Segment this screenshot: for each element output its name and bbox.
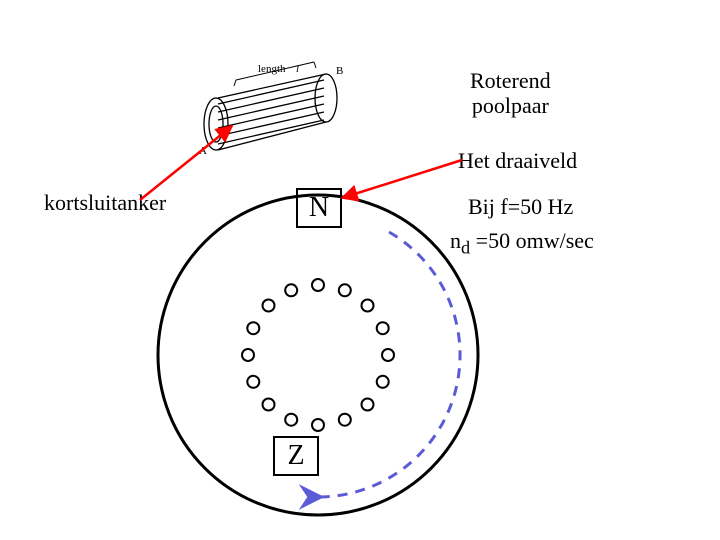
rotor-bar-dot	[247, 376, 259, 388]
rotor-bar-dot	[362, 399, 374, 411]
rotor-bar-dot	[263, 300, 275, 312]
rotor-bar-dot	[285, 284, 297, 296]
diagram-svg: length l A B	[0, 0, 720, 540]
rotor-bar-dot	[247, 322, 259, 334]
arrow-to-pole	[342, 160, 462, 198]
rotor-conductors	[242, 279, 394, 431]
cage-length-text: length	[258, 63, 286, 75]
rotor-bar-dot	[339, 284, 351, 296]
rotor-bar-dot	[382, 349, 394, 361]
rotor-bar-dot	[263, 399, 275, 411]
stator-circle	[158, 195, 478, 515]
rotor-bar-dot	[377, 376, 389, 388]
rotor-bar-dot	[339, 414, 351, 426]
rotor-bar-dot	[285, 414, 297, 426]
arrow-to-cage	[140, 126, 232, 200]
rotor-bar-dot	[312, 279, 324, 291]
rotor-bar-dot	[362, 300, 374, 312]
cage-sketch	[204, 62, 337, 150]
rotation-arc	[318, 232, 460, 497]
rotor-bar-dot	[242, 349, 254, 361]
rotor-bar-dot	[377, 322, 389, 334]
rotor-bar-dot	[312, 419, 324, 431]
cage-B: B	[336, 65, 343, 77]
cage-length-sym: l	[296, 63, 299, 75]
